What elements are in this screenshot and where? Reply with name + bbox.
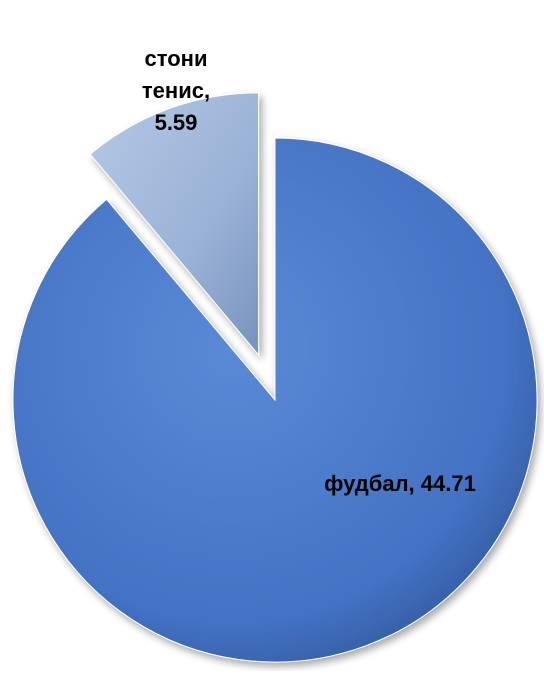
data-label-1-line-1: тенис,	[142, 78, 210, 103]
data-label-1-line-2: 5.59	[155, 110, 198, 135]
pie-slice-0	[12, 137, 538, 663]
data-label-1-line-0: стони	[145, 46, 208, 71]
data-label-0: фудбал, 44.71	[324, 471, 476, 496]
data-label-1: стони тенис, 5.59	[142, 46, 210, 135]
pie-slice-1	[89, 92, 260, 357]
data-label-0-line-0: фудбал, 44.71	[324, 471, 476, 496]
